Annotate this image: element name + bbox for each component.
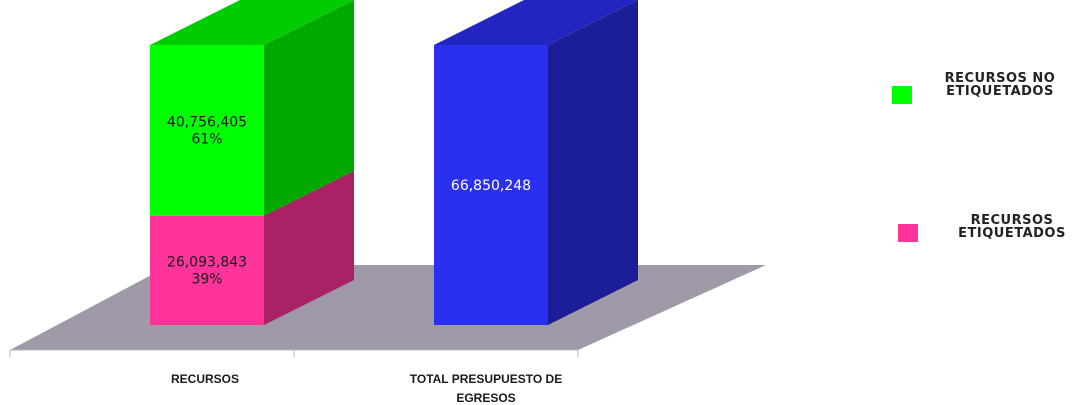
data-label-percent: 39% [191,271,222,287]
bar-top-face [150,0,354,45]
legend-label: RECURSOS NO [945,71,1056,86]
floor-plane [10,265,766,350]
bar-front-face [434,45,548,325]
bar-top-face [434,0,638,45]
x-tick-label: EGRESOS [456,391,515,405]
legend-label: RECURSOS [971,213,1054,228]
x-tick-label: RECURSOS [171,372,239,386]
bar-segment [434,0,638,325]
bar-side-face [264,170,354,325]
legend-swatch [898,224,918,242]
data-label-percent: 61% [191,131,222,147]
x-tick-label: TOTAL PRESUPUESTO DE [410,372,562,386]
legend-label: ETIQUETADOS [958,226,1066,241]
legend-swatch [892,86,912,104]
data-label-value: 40,756,405 [167,114,247,130]
bar-front-face [150,45,264,216]
bar-front-face [150,215,264,325]
bar-segment [150,170,354,325]
bar-side-face [548,0,638,325]
bar-segment [150,0,354,216]
bar-side-face [264,0,354,216]
data-label-value: 66,850,248 [451,178,531,194]
data-label-value: 26,093,843 [167,254,247,270]
legend-label: ETIQUETADOS [946,84,1054,99]
